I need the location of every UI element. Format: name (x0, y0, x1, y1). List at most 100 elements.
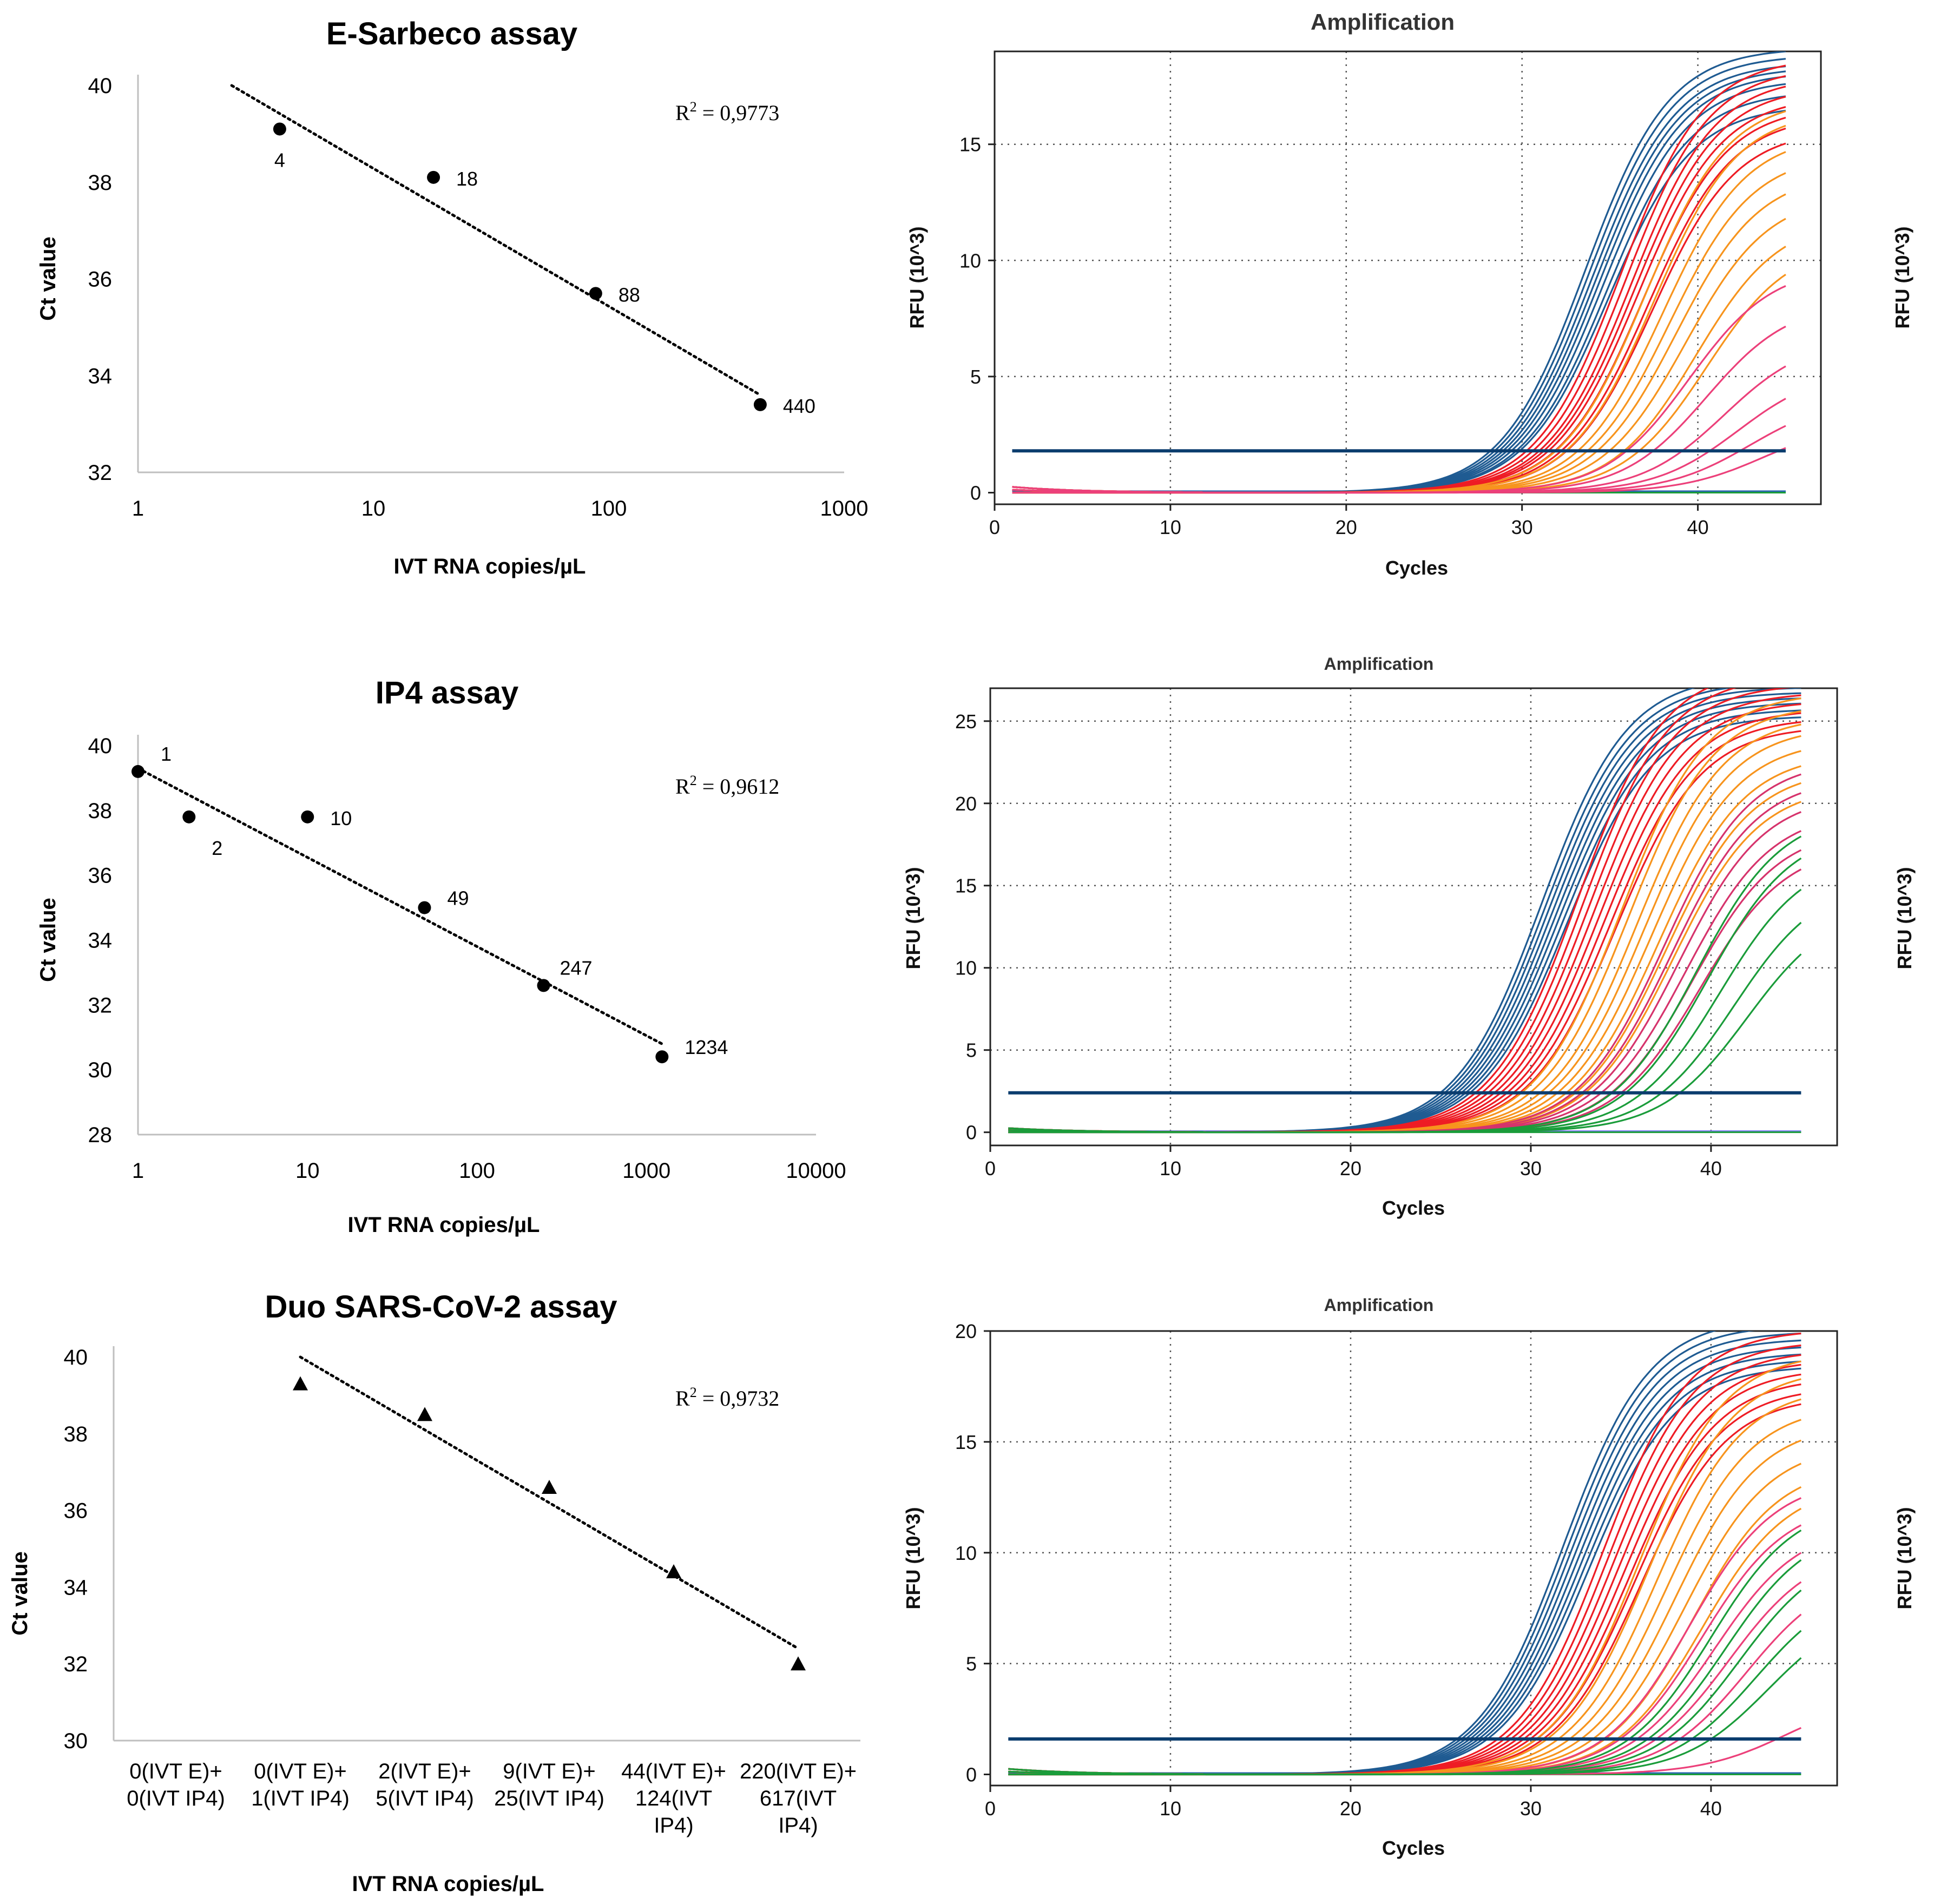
y-tick-label: 36 (88, 864, 113, 888)
x-tick-label: 9(IVT E)+ 25(IVT IP4) (494, 1760, 604, 1810)
y-tick-label: 30 (88, 1058, 113, 1082)
amplification-curve-red (1008, 1354, 1801, 1776)
y-tick-label: 32 (88, 993, 113, 1017)
amplification-curve-blue (1012, 58, 1786, 494)
trendline (299, 1355, 800, 1650)
y-tick-label: 36 (88, 268, 113, 292)
amplification-curve-pink (1008, 773, 1801, 1134)
r-squared-label: R2 = 0,9773 (675, 99, 779, 125)
y-tick-label: 40 (88, 74, 113, 98)
x-tick-label: 1 (132, 1159, 144, 1183)
y-tick-label: 30 (64, 1729, 88, 1753)
amplification-curve-orange (1008, 1360, 1801, 1776)
y-tick-label: 0 (966, 1764, 977, 1786)
chart-title: E-Sarbeco assay (326, 16, 577, 51)
y-tick-label: 10 (955, 1542, 977, 1564)
y-tick-label: 0 (966, 1122, 977, 1144)
x-tick-label: 40 (1700, 1157, 1722, 1180)
amplification-curve-blue (1012, 83, 1786, 494)
x-tick-label: 20 (1340, 1797, 1361, 1820)
data-label: 18 (456, 168, 478, 190)
data-point (542, 1480, 557, 1494)
amplification-chart-ip4: Amplification 0 10 20 30 40 0 5 10 15 20 25 Cycles RF… (902, 654, 1916, 1219)
data-point (655, 1050, 669, 1064)
amplification-curve-green (1008, 888, 1802, 1134)
y-axis-title: Ct value (36, 898, 60, 982)
amplification-curve-pink (1012, 365, 1786, 494)
x-tick-label: 1 (132, 497, 144, 521)
r-squared-exponent: 2 (690, 99, 697, 115)
x-tick-label: 10000 (786, 1159, 846, 1183)
curves-group (1008, 688, 1802, 1134)
data-point (273, 122, 286, 136)
amplification-curve-blue (1008, 709, 1801, 1134)
y-tick-label: 20 (955, 1320, 977, 1342)
data-point (293, 1376, 308, 1391)
chart-title: Amplification (1311, 9, 1455, 35)
amplification-curve-green (1008, 835, 1802, 1134)
amplification-curve-green (1008, 1657, 1802, 1776)
x-tick-label-line: 44(IVT E)+ (621, 1760, 726, 1783)
amplification-curve-blue (1008, 1367, 1801, 1775)
y-tick-label: 34 (64, 1576, 88, 1599)
y-tick-label: 5 (966, 1653, 977, 1675)
x-tick-label: 100 (459, 1159, 495, 1183)
curves-group (1008, 1331, 1802, 1776)
amplification-curve-red (1008, 1373, 1801, 1776)
r-squared-label: R2 = 0,9732 (675, 1385, 779, 1411)
amplification-curve-blue (1012, 109, 1786, 494)
amplification-chart-duo: Amplification 0 10 20 30 40 0 5 10 15 20 Cycles RFU … (902, 1295, 1916, 1859)
amplification-curve-pink (1012, 285, 1786, 494)
data-label: 247 (560, 957, 593, 979)
amplification-chart-e-sarbeco: Amplification 0 10 20 30 40 0 5 10 15 Cycles RFU (1… (906, 9, 1913, 579)
amplification-curve-orange (1008, 1507, 1802, 1776)
amplification-curve-red (1008, 694, 1801, 1134)
x-tick-label: 2(IVT E)+ 5(IVT IP4) (376, 1760, 474, 1810)
x-axis-title: IVT RNA copies/µL (394, 555, 586, 578)
r-squared-value: = 0,9612 (697, 774, 780, 799)
amplification-curve-green (1008, 1630, 1802, 1776)
y-tick-label: 5 (970, 366, 981, 388)
amplification-curve-blue (1008, 1346, 1801, 1775)
x-tick-label-line: 220(IVT E)+ (740, 1760, 857, 1783)
amplification-curve-blue (1008, 1353, 1801, 1775)
x-tick-label: 0 (985, 1797, 996, 1820)
x-tick-label: 1000 (820, 497, 869, 521)
x-tick-label: 30 (1520, 1157, 1542, 1180)
x-tick-label-line: 2(IVT E)+ (378, 1760, 471, 1783)
x-tick-label-line: IP4) (654, 1814, 693, 1837)
y-tick-label: 38 (64, 1422, 88, 1446)
amplification-curve-red (1008, 688, 1709, 1134)
r-squared-value: = 0,9732 (697, 1386, 780, 1411)
amplification-curve-orange (1008, 801, 1801, 1134)
y-tick-label: 32 (88, 461, 113, 485)
x-tick-label: 20 (1340, 1157, 1361, 1180)
y-axis-title-secondary: RFU (10^3) (1893, 867, 1916, 969)
x-tick-label: 10 (361, 497, 386, 521)
y-axis-title: RFU (10^3) (906, 226, 928, 328)
x-tick-label-line: 9(IVT E)+ (503, 1760, 596, 1783)
x-tick-label: 0 (985, 1157, 996, 1180)
y-tick-label: 40 (64, 1346, 88, 1369)
x-tick-label-line: 617(IVT (760, 1787, 837, 1810)
data-label: 2 (212, 837, 222, 859)
data-point (753, 398, 767, 411)
amplification-curve-orange (1008, 1419, 1801, 1776)
r-squared-value: = 0,9773 (697, 101, 780, 125)
amplification-curve-red (1008, 1344, 1801, 1775)
amplification-curve-blue (1008, 1360, 1801, 1776)
amplification-curve-orange (1008, 710, 1801, 1134)
y-tick-label: 32 (64, 1652, 88, 1676)
x-tick-label: 10 (1160, 1157, 1181, 1180)
y-tick-label: 10 (955, 957, 977, 979)
amplification-curve-red (1012, 96, 1786, 494)
x-tick-label: 20 (1336, 516, 1357, 538)
plot-frame (994, 50, 1822, 505)
y-tick-label: 38 (88, 171, 113, 195)
x-tick-label: 30 (1520, 1797, 1542, 1820)
calibration-chart-e-sarbeco: E-Sarbeco assay 32 34 36 38 40 1 10 100 1000 IVT R… (36, 16, 868, 578)
plot-frame (989, 1330, 1838, 1787)
amplification-curve-pink (1008, 1497, 1802, 1776)
x-tick-label: 10 (1160, 1797, 1181, 1820)
